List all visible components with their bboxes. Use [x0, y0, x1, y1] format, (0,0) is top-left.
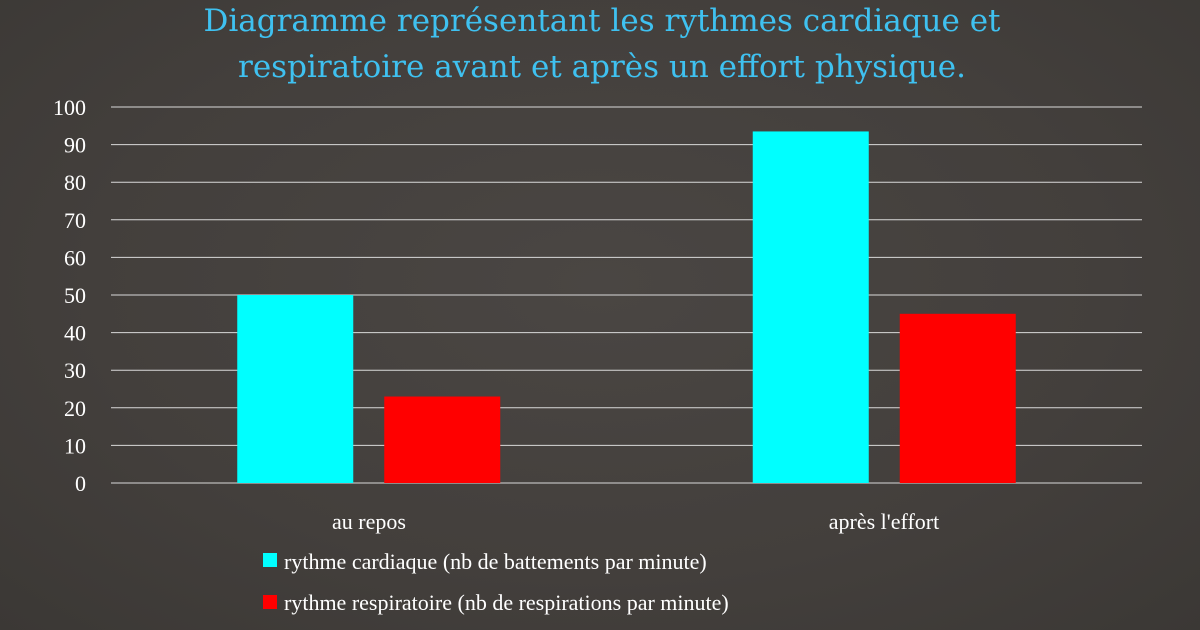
y-tick-label-80: 80: [64, 170, 86, 195]
legend-swatch-respiratoire: [263, 595, 277, 609]
legend: rythme cardiaque (nb de battements par m…: [263, 549, 729, 615]
y-tick-label-50: 50: [64, 283, 86, 308]
category-label-au-repos: au repos: [332, 509, 406, 534]
bars: [237, 131, 1016, 483]
x-axis-categories: au repos après l'effort: [332, 509, 939, 534]
legend-label-respiratoire: rythme respiratoire (nb de respirations …: [284, 590, 729, 615]
chart-title-line-1: Diagramme représentant les rythmes cardi…: [204, 3, 1002, 39]
chart-title: Diagramme représentant les rythmes cardi…: [204, 3, 1002, 85]
bar-series0-cat1: [752, 131, 869, 483]
legend-label-cardiaque: rythme cardiaque (nb de battements par m…: [284, 549, 707, 574]
bar-series0-cat0: [237, 295, 354, 483]
y-tick-label-90: 90: [64, 133, 86, 158]
y-tick-label-10: 10: [64, 433, 86, 458]
y-tick-label-0: 0: [75, 471, 86, 496]
bar-series1-cat0: [384, 396, 501, 483]
legend-swatch-cardiaque: [263, 553, 277, 567]
y-tick-label-60: 60: [64, 245, 86, 270]
category-label-apres-effort: après l'effort: [829, 509, 939, 534]
chart-title-line-2: respiratoire avant et après un effort ph…: [238, 49, 966, 85]
y-tick-label-30: 30: [64, 358, 86, 383]
y-tick-label-100: 100: [53, 95, 86, 120]
y-tick-label-20: 20: [64, 396, 86, 421]
bar-series1-cat1: [899, 313, 1016, 483]
y-tick-label-70: 70: [64, 208, 86, 233]
y-axis-ticks: 0 10 20 30 40 50 60 70 80 90 100: [53, 95, 86, 496]
y-tick-label-40: 40: [64, 321, 86, 346]
